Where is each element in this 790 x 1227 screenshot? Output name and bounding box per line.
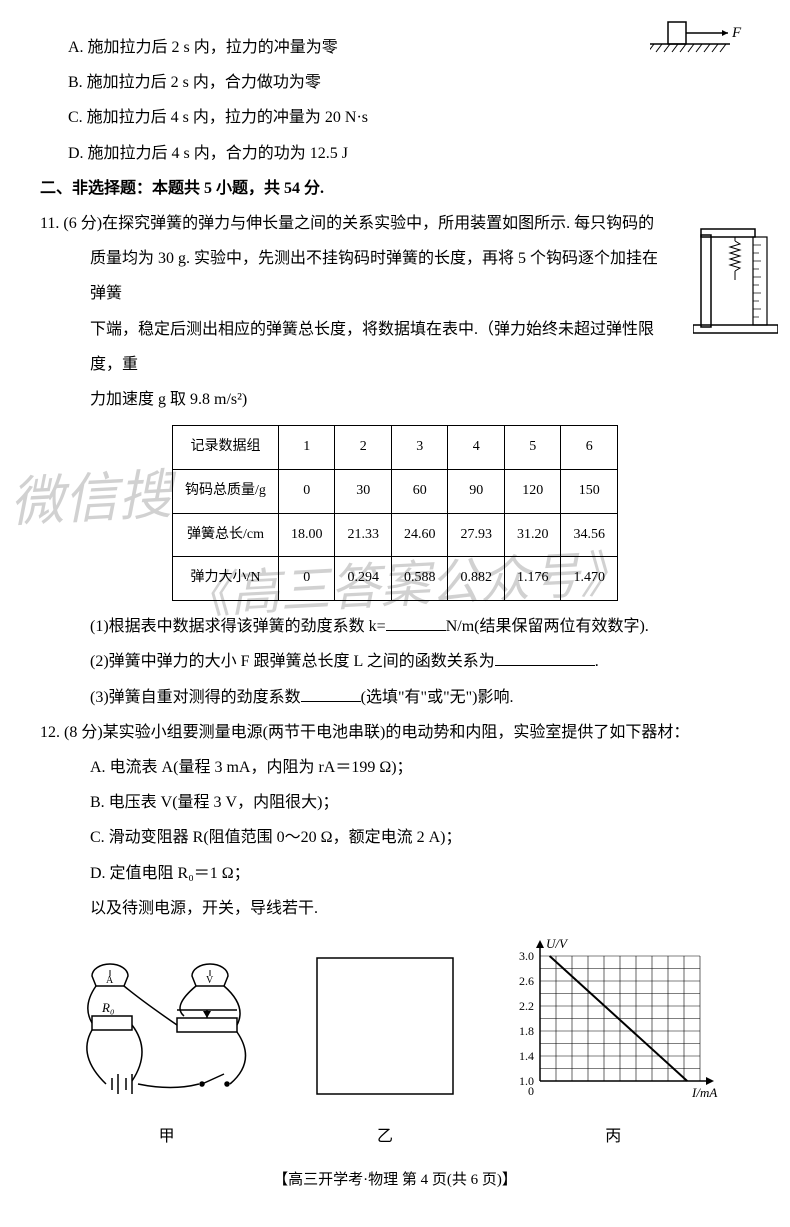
- q12-opt-e: 以及待测电源，开关，导线若干.: [40, 891, 750, 926]
- q10-opt-b: B. 施加拉力后 2 s 内，合力做功为零: [40, 65, 750, 100]
- force-label: F: [731, 25, 742, 41]
- q11-part1: (1)根据表中数据求得该弹簧的劲度系数 k=N/m(结果保留两位有效数字).: [40, 609, 750, 644]
- force-diagram: F: [650, 20, 750, 73]
- watermark-1: 微信搜: [7, 436, 175, 563]
- q10-opt-a: A. 施加拉力后 2 s 内，拉力的冲量为零: [40, 30, 750, 65]
- q11-table: 记录数据组123456钩码总质量/g0306090120150弹簧总长/cm18…: [172, 425, 618, 601]
- table-cell: 34.56: [561, 513, 618, 557]
- table-cell: 150: [561, 469, 618, 513]
- graph-bing: 1.01.41.82.22.63.00U/VI/mA 丙: [498, 936, 728, 1154]
- table-cell: 0: [278, 557, 335, 601]
- table-cell: 21.33: [335, 513, 392, 557]
- table-cell: 30: [335, 469, 392, 513]
- q12-opt-a: A. 电流表 A(量程 3 mA，内阻为 rA＝199 Ω)；: [40, 750, 750, 785]
- svg-text:0: 0: [528, 1084, 534, 1098]
- q11-part2: (2)弹簧中弹力的大小 F 跟弹簧总长度 L 之间的函数关系为.: [40, 644, 750, 679]
- svg-text:R₀: R₀: [101, 1000, 114, 1015]
- svg-text:A: A: [106, 975, 114, 986]
- table-cell: 60: [391, 469, 448, 513]
- svg-text:I/mA: I/mA: [691, 1085, 717, 1100]
- table-cell: 31.20: [504, 513, 561, 557]
- table-cell: 1.176: [504, 557, 561, 601]
- spring-apparatus: [693, 225, 778, 358]
- table-cell: 弹簧总长/cm: [173, 513, 279, 557]
- circuit-jia: A V R₀: [62, 956, 272, 1154]
- table-cell: 3: [391, 426, 448, 470]
- table-cell: 1: [278, 426, 335, 470]
- q11-part3: (3)弹簧自重对测得的劲度系数(选填"有"或"无")影响.: [40, 680, 750, 715]
- q12-opt-c: C. 滑动变阻器 R(阻值范围 0～20 Ω，额定电流 2 A)；: [40, 820, 750, 855]
- q12-opt-b: B. 电压表 V(量程 3 V，内阻很大)；: [40, 785, 750, 820]
- table-cell: 4: [448, 426, 505, 470]
- table-cell: 18.00: [278, 513, 335, 557]
- table-cell: 记录数据组: [173, 426, 279, 470]
- table-cell: 5: [504, 426, 561, 470]
- svg-text:U/V: U/V: [546, 936, 569, 951]
- svg-text:3.0: 3.0: [519, 949, 534, 963]
- q10-opt-c: C. 施加拉力后 4 s 内，拉力的冲量为 20 N·s: [40, 100, 750, 135]
- q12-stem: 12. (8 分)某实验小组要测量电源(两节干电池串联)的电动势和内阻，实验室提…: [40, 715, 750, 750]
- table-cell: 6: [561, 426, 618, 470]
- table-cell: 弹力大小/N: [173, 557, 279, 601]
- q12-opt-d: D. 定值电阻 R₀＝1 Ω；: [40, 856, 750, 891]
- table-cell: 0: [278, 469, 335, 513]
- table-cell: 钩码总质量/g: [173, 469, 279, 513]
- table-cell: 2: [335, 426, 392, 470]
- q10-opt-d: D. 施加拉力后 4 s 内，合力的功为 12.5 J: [40, 136, 750, 171]
- table-cell: 0.882: [448, 557, 505, 601]
- blank-yi: 乙: [315, 956, 455, 1154]
- svg-text:2.6: 2.6: [519, 974, 534, 988]
- table-cell: 120: [504, 469, 561, 513]
- page-footer: 【高三开学考·物理 第 4 页(共 6 页)】: [40, 1164, 750, 1197]
- table-cell: 0.294: [335, 557, 392, 601]
- svg-text:2.2: 2.2: [519, 999, 534, 1013]
- table-cell: 24.60: [391, 513, 448, 557]
- q11-stem: 11. (6 分)在探究弹簧的弹力与伸长量之间的关系实验中，所用装置如图所示. …: [40, 206, 750, 417]
- svg-text:1.8: 1.8: [519, 1024, 534, 1038]
- section-2-head: 二、非选择题：本题共 5 小题，共 54 分.: [40, 171, 750, 206]
- svg-text:V: V: [206, 975, 214, 986]
- table-cell: 90: [448, 469, 505, 513]
- svg-text:1.4: 1.4: [519, 1049, 534, 1063]
- table-cell: 27.93: [448, 513, 505, 557]
- table-cell: 1.470: [561, 557, 618, 601]
- table-cell: 0.588: [391, 557, 448, 601]
